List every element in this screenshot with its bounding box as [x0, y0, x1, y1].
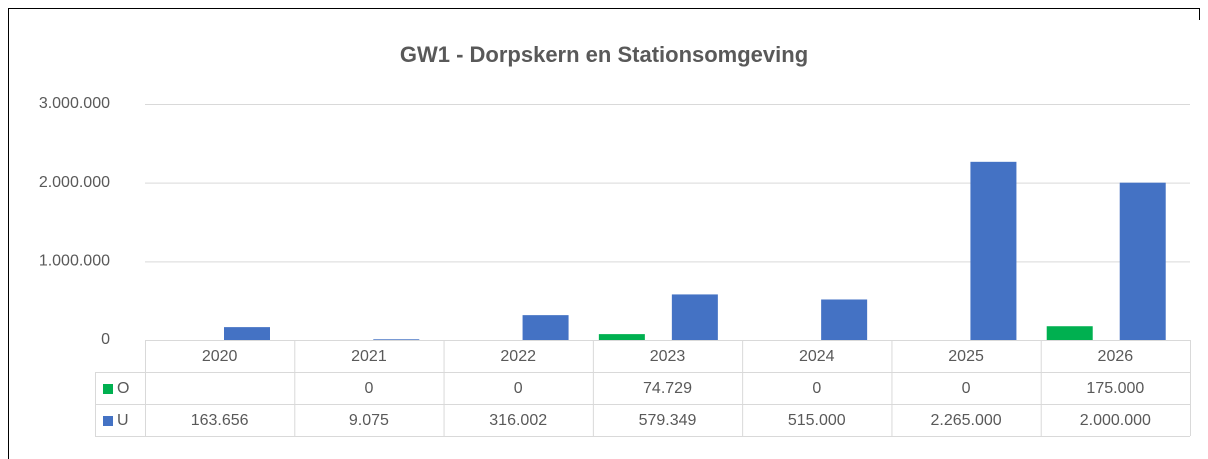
x-tick-label: 2024	[799, 348, 835, 365]
bar	[373, 339, 420, 340]
bar	[970, 161, 1017, 340]
table-value: 0	[364, 380, 373, 397]
table-value: 2.265.000	[930, 412, 1001, 429]
table-value: 2.000.000	[1080, 412, 1151, 429]
bar	[224, 327, 270, 340]
legend-label: U	[117, 412, 129, 429]
bar	[821, 299, 868, 340]
y-tick-label: 2.000.000	[39, 174, 110, 191]
table-value: 0	[962, 380, 971, 397]
x-tick-label: 2022	[500, 348, 536, 365]
legend-swatch	[103, 416, 113, 426]
table-value: 163.656	[191, 412, 249, 429]
y-tick-label: 1.000.000	[39, 253, 110, 270]
legend-label: O	[117, 380, 129, 397]
y-tick-label: 0	[101, 331, 110, 348]
table-value: 0	[812, 380, 821, 397]
x-tick-label: 2026	[1098, 348, 1134, 365]
legend-swatch	[103, 384, 113, 394]
table-value: 579.349	[639, 412, 697, 429]
bar	[1046, 326, 1093, 340]
y-tick-label: 3.000.000	[39, 95, 110, 112]
chart-title: GW1 - Dorpskern en Stationsomgeving	[400, 42, 808, 67]
x-tick-label: 2023	[650, 348, 686, 365]
bar	[671, 294, 718, 340]
x-tick-label: 2021	[351, 348, 387, 365]
table-value: 0	[514, 380, 523, 397]
x-tick-label: 2020	[202, 348, 238, 365]
bar	[1119, 182, 1166, 340]
table-value: 175.000	[1086, 380, 1144, 397]
x-tick-label: 2025	[948, 348, 984, 365]
bar	[598, 334, 645, 340]
table-value: 515.000	[788, 412, 846, 429]
table-value: 74.729	[643, 380, 692, 397]
table-value: 316.002	[489, 412, 547, 429]
bar	[522, 315, 569, 340]
table-value: 9.075	[349, 412, 389, 429]
